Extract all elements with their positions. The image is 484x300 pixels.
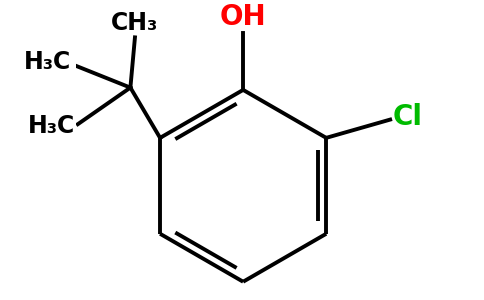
Text: Cl: Cl	[393, 103, 423, 131]
Text: H₃C: H₃C	[24, 50, 71, 74]
Text: CH₃: CH₃	[111, 11, 159, 35]
Text: H₃C: H₃C	[29, 114, 76, 138]
Text: OH: OH	[220, 2, 267, 31]
